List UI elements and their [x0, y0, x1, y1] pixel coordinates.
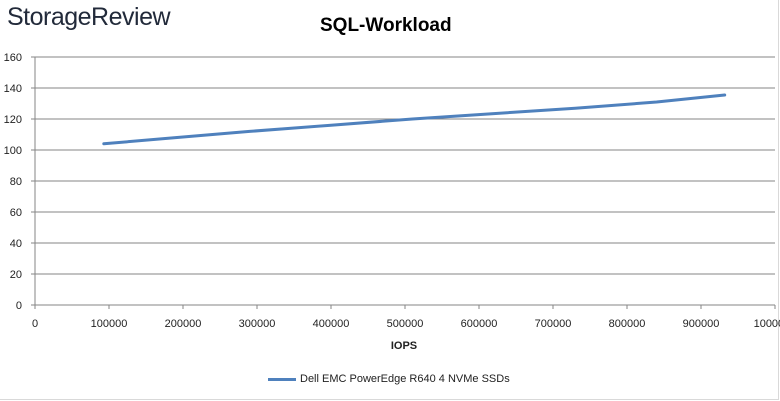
legend-series-label: Dell EMC PowerEdge R640 4 NVMe SSDs	[300, 373, 510, 385]
y-tick-label: 160	[4, 52, 22, 64]
storagereview-logo: StorageReview	[7, 3, 171, 31]
y-tick-label: 20	[10, 269, 22, 281]
x-tick-label: 100000	[91, 318, 128, 330]
y-tick-label: 0	[16, 300, 22, 312]
x-tick-label: 200000	[165, 318, 202, 330]
y-tick-label: 40	[10, 238, 22, 250]
x-tick-label: 800000	[609, 318, 646, 330]
x-tick-label: 300000	[239, 318, 276, 330]
y-tick-label: 80	[10, 176, 22, 188]
y-tick-label: 60	[10, 207, 22, 219]
x-tick-label: 0	[32, 318, 38, 330]
x-tick-label: 900000	[683, 318, 720, 330]
series-line-0	[102, 93, 727, 146]
x-tick-label: 600000	[461, 318, 498, 330]
chart-title: SQL-Workload	[320, 15, 452, 36]
y-tick-label: 140	[4, 83, 22, 95]
legend: Dell EMC PowerEdge R640 4 NVMe SSDs	[268, 373, 510, 385]
x-tick-label: 1000000	[754, 318, 780, 330]
x-tick-label: 500000	[387, 318, 424, 330]
y-tick-label: 100	[4, 145, 22, 157]
legend-series-swatch	[268, 377, 296, 381]
x-tick-label: 700000	[535, 318, 572, 330]
x-axis-label: IOPS	[391, 340, 417, 352]
y-tick-label: 120	[4, 114, 22, 126]
x-tick-label: 400000	[313, 318, 350, 330]
